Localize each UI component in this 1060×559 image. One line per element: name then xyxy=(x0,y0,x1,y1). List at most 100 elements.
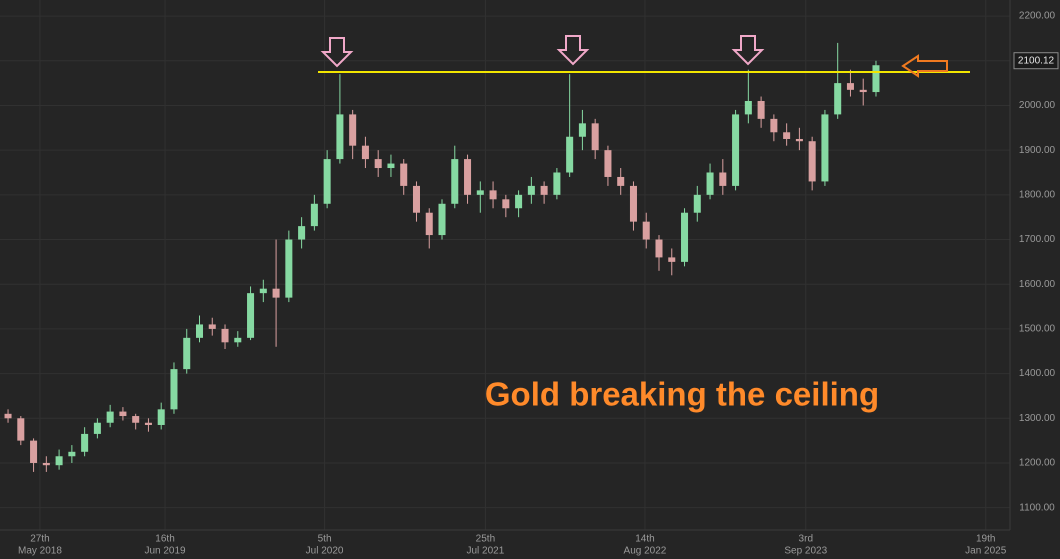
candle-body xyxy=(132,416,140,423)
candle-body xyxy=(42,462,50,466)
candle-body xyxy=(221,328,229,343)
candle-body xyxy=(68,451,76,457)
candle-body xyxy=(502,199,510,209)
y-tick-label: 1900.00 xyxy=(1019,145,1056,156)
candle-body xyxy=(757,100,765,119)
candle-body xyxy=(489,190,497,200)
candle-body xyxy=(425,212,433,236)
candle-body xyxy=(412,185,420,213)
candle-body xyxy=(604,150,612,177)
candle-body xyxy=(515,194,523,209)
candle-body xyxy=(770,118,778,133)
candle-body xyxy=(55,456,63,466)
candle-body xyxy=(247,293,255,338)
price-tag-label: 2100.12 xyxy=(1018,55,1055,66)
candle-body xyxy=(17,418,25,441)
annotation: Gold breaking the ceiling xyxy=(485,376,879,413)
candle-body xyxy=(208,324,216,329)
candle-body xyxy=(591,123,599,151)
candle-body xyxy=(144,422,152,425)
candle-body xyxy=(81,433,89,452)
y-tick-label: 1300.00 xyxy=(1019,413,1056,424)
x-tick-label: 5th xyxy=(318,534,332,545)
x-tick-label: Jul 2021 xyxy=(467,546,505,557)
candle-body xyxy=(361,145,369,160)
y-tick-label: 1600.00 xyxy=(1019,279,1056,290)
arrow-down xyxy=(731,35,765,66)
candle-body xyxy=(719,172,727,186)
candle-body xyxy=(617,176,625,186)
x-tick-label: May 2018 xyxy=(18,546,62,557)
candle-body xyxy=(259,288,267,294)
candle-body xyxy=(846,83,854,90)
candle-body xyxy=(872,65,880,93)
candle-body xyxy=(655,239,663,258)
x-tick-label: Jul 2020 xyxy=(306,546,344,557)
x-tick-label: Jun 2019 xyxy=(144,546,186,557)
x-tick-label: Aug 2022 xyxy=(624,546,667,557)
candle-body xyxy=(93,422,101,434)
y-tick-label: 2000.00 xyxy=(1019,100,1056,111)
candle-body xyxy=(566,136,574,173)
candle-body xyxy=(170,369,178,410)
candle-body xyxy=(642,221,650,240)
candle-body xyxy=(272,288,280,298)
y-tick-label: 1200.00 xyxy=(1019,458,1056,469)
candle-body xyxy=(157,409,165,425)
candle-body xyxy=(578,123,586,137)
candle-body xyxy=(310,203,318,227)
x-tick-label: 19th xyxy=(976,534,995,545)
candle-body xyxy=(323,159,331,204)
candle-body xyxy=(298,226,306,240)
x-tick-label: 14th xyxy=(635,534,654,545)
candle-body xyxy=(808,141,816,182)
y-tick-label: 1500.00 xyxy=(1019,324,1056,335)
candle-body xyxy=(744,100,752,115)
candle-body xyxy=(706,172,714,195)
candle-body xyxy=(387,163,395,169)
y-tick-label: 2200.00 xyxy=(1019,11,1056,22)
candle-body xyxy=(400,163,408,186)
candle-body xyxy=(540,185,548,195)
candle-body xyxy=(527,185,535,195)
candle-body xyxy=(336,114,344,160)
candle-body xyxy=(234,337,242,343)
candle-body xyxy=(464,159,472,195)
candle-body xyxy=(668,257,676,262)
candle-body xyxy=(119,411,127,417)
candle-body xyxy=(795,138,803,142)
x-tick-label: 3rd xyxy=(799,534,813,545)
candle-body xyxy=(859,89,867,93)
arrow-down xyxy=(320,37,354,68)
x-tick-label: 27th xyxy=(30,534,49,545)
candle-body xyxy=(4,413,12,419)
candle-body xyxy=(821,114,829,182)
x-tick-label: 16th xyxy=(155,534,174,545)
x-tick-label: Jan 2025 xyxy=(965,546,1007,557)
candle-body xyxy=(783,132,791,139)
candle-body xyxy=(30,440,38,463)
x-tick-label: Sep 2023 xyxy=(784,546,827,557)
candle-body xyxy=(681,212,689,262)
candle-body xyxy=(693,194,701,213)
candle-body xyxy=(195,324,204,338)
price-tag xyxy=(1013,52,1059,70)
candle-body xyxy=(451,159,459,204)
arrow-down xyxy=(556,35,590,66)
y-tick-label: 1100.00 xyxy=(1019,502,1055,513)
y-tick-label: 1400.00 xyxy=(1019,368,1056,379)
candle-body xyxy=(349,114,357,146)
candle-body xyxy=(732,114,740,186)
candle-body xyxy=(834,83,842,115)
arrow-left xyxy=(901,54,948,78)
candle-body xyxy=(106,411,114,423)
x-tick-label: 25th xyxy=(476,534,495,545)
y-tick-label: 1700.00 xyxy=(1019,234,1056,245)
candle-body xyxy=(438,203,446,236)
candle-body xyxy=(285,239,293,298)
candle-body xyxy=(553,172,561,195)
candle-body xyxy=(183,337,191,370)
candle-body xyxy=(629,185,637,222)
